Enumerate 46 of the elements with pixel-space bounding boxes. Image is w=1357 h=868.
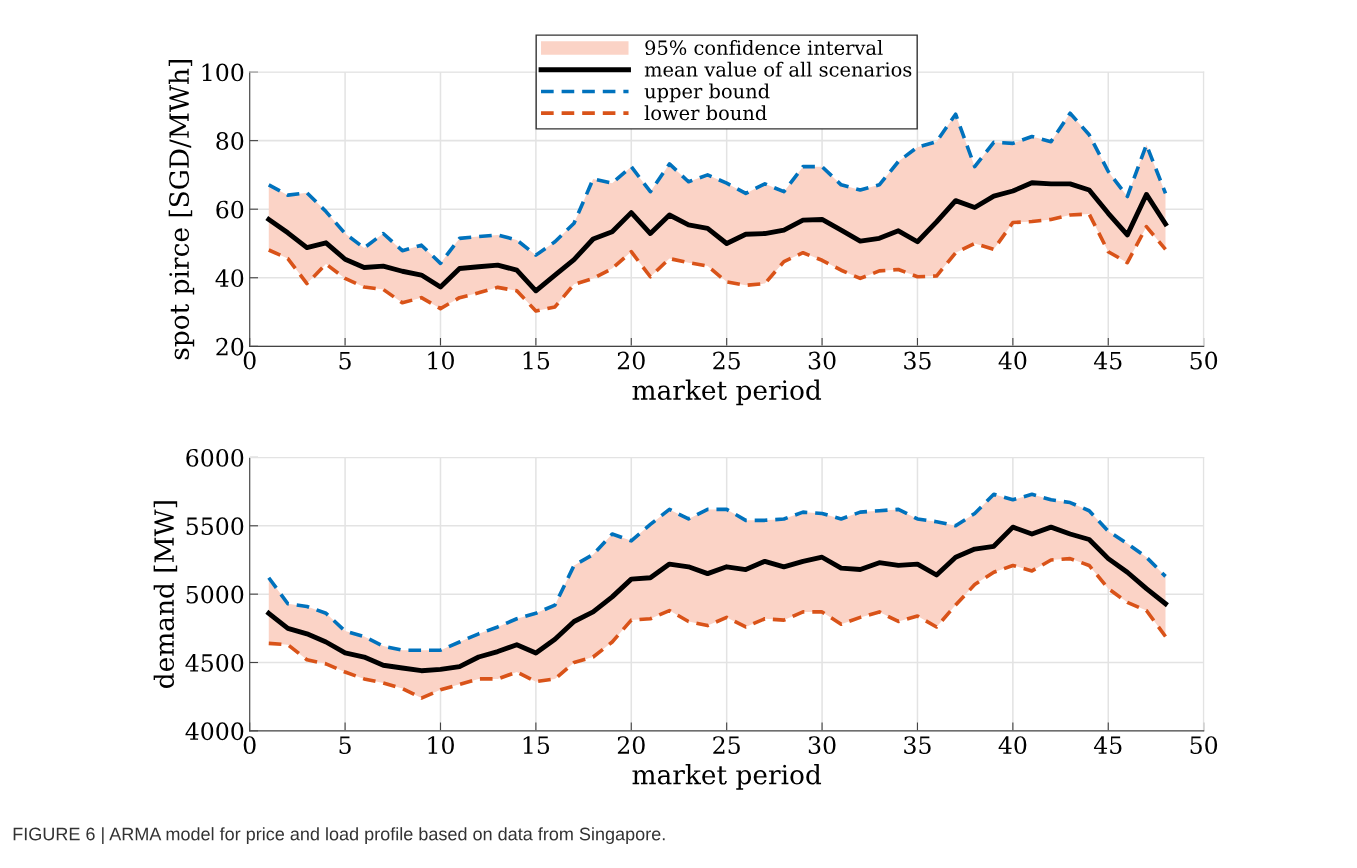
x-tick-label: 30 [808,736,836,754]
x-tick-label: 35 [904,736,931,754]
legend-label: lower bound [644,105,767,121]
x-tick-label: 15 [523,736,550,754]
x-tick-label: 0 [243,351,256,370]
y-tick-label: 20 [216,337,244,356]
line-series [266,212,1168,313]
x-axis-title: market period [632,379,822,406]
x-tick-label: 45 [1093,351,1122,370]
y-tick-label: 60 [216,200,244,219]
x-tick-label: 10 [428,736,454,754]
y-tick-label: 4000 [185,722,244,741]
x-tick-label: 40 [998,351,1027,370]
x-tick-label: 20 [617,351,645,370]
x-tick-label: 20 [617,736,645,754]
x-tick-label: 5 [339,351,351,370]
y-axis-title: spot pirce [SGD/MWh] [168,59,195,360]
y-tick-label: 6000 [186,448,244,467]
x-axis-title: market period [632,764,822,790]
legend-label: upper bound [644,83,770,103]
x-tick-label: 35 [904,351,931,370]
x-tick-label: 5 [339,736,351,754]
x-tick-label: 40 [998,736,1027,754]
x-tick-label: 25 [713,351,740,370]
y-tick-label: 5000 [186,585,244,604]
y-tick-label: 100 [202,63,244,82]
y-tick-label: 4500 [185,653,244,672]
y-axis-title: demand [MW] [153,501,178,688]
text: 95% confidence interval [645,40,883,56]
caption: FIGURE 6 | ARMA model for price and load profile based on data from Singapore. [13,827,665,845]
x-tick-label: 15 [523,351,550,370]
x-tick-label: 30 [808,351,836,370]
line-series [266,180,1168,294]
x-tick-label: 25 [713,736,740,754]
x-tick-label: 50 [1190,351,1218,370]
y-tick-label: 40 [215,269,244,288]
legend-label: mean value of all scenarios [644,61,912,77]
line-series [266,524,1168,674]
y-tick-label: 80 [216,132,244,150]
line-series [266,556,1168,700]
x-tick-label: 50 [1190,736,1218,754]
x-tick-label: 0 [243,736,256,754]
line-series [266,492,1168,653]
x-tick-label: 45 [1093,736,1122,754]
x-tick-label: 10 [428,351,454,370]
y-tick-label: 5500 [186,517,244,536]
